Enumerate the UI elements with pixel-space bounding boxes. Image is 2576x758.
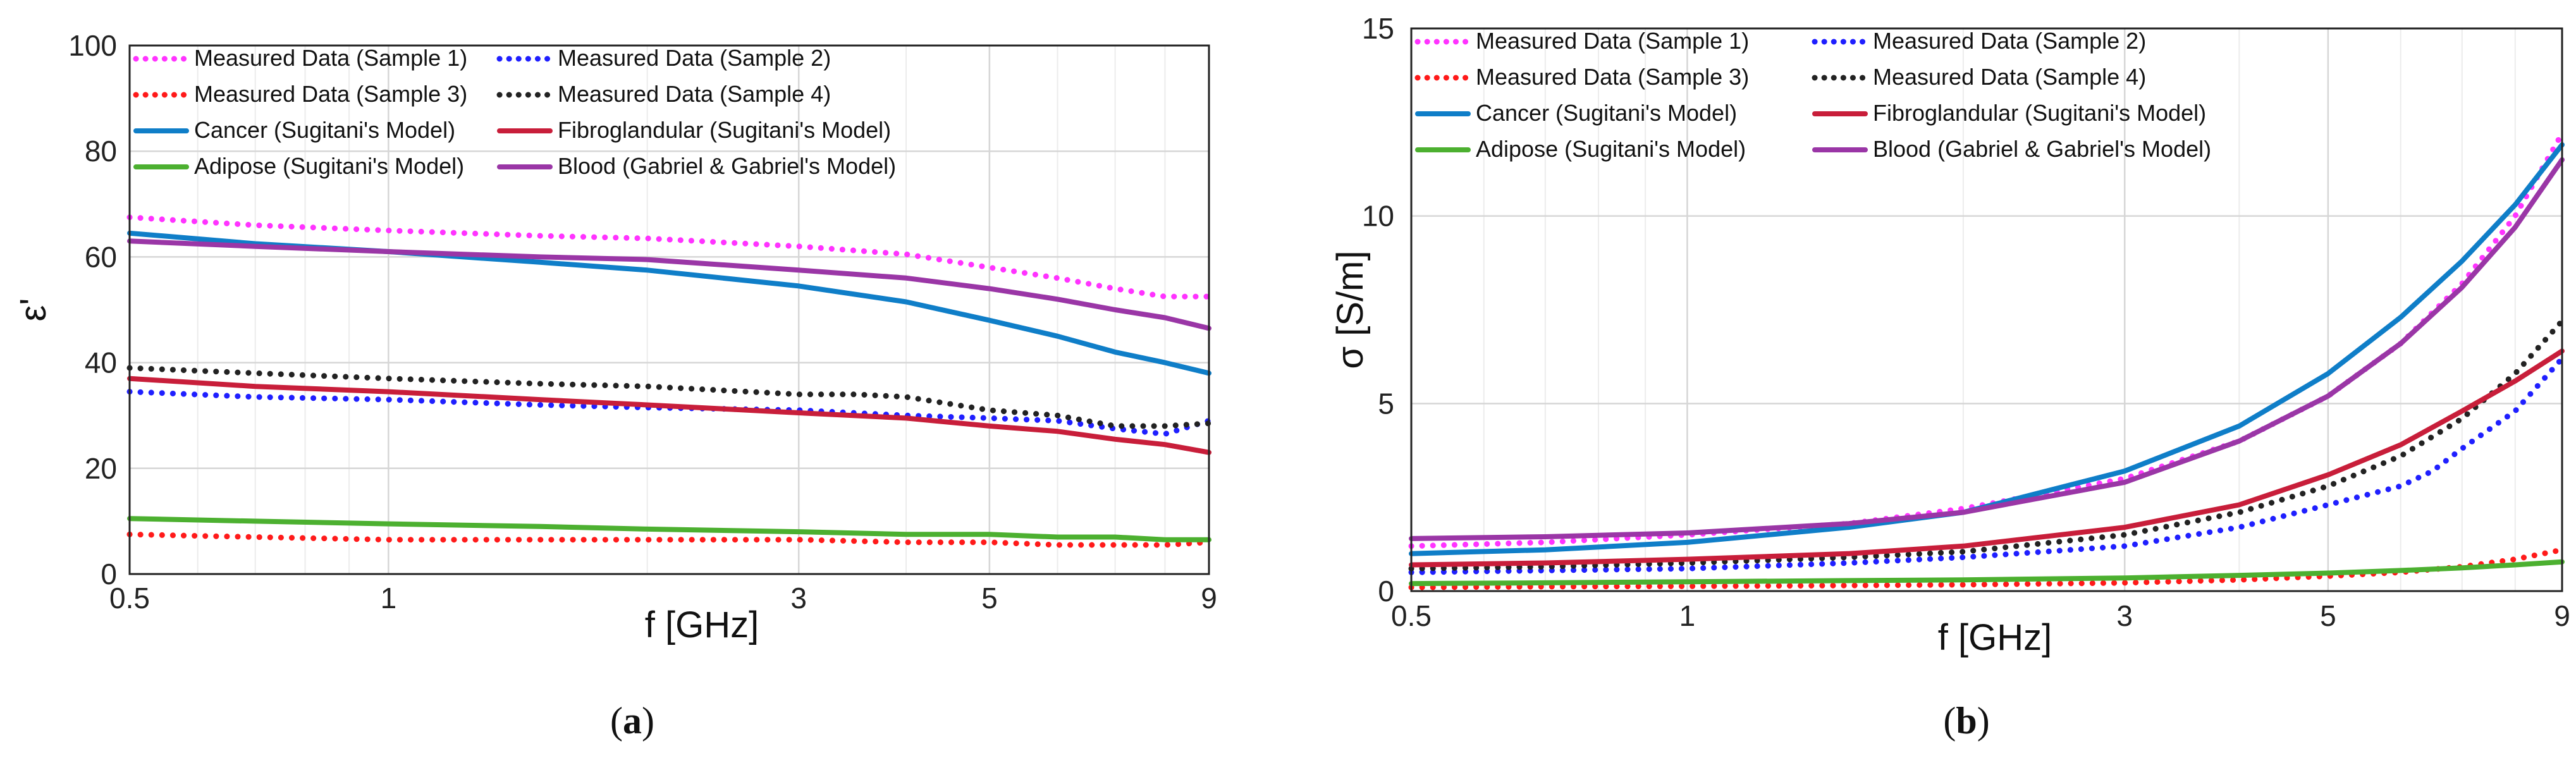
x-tick-label: 5: [2320, 599, 2336, 632]
series-line-5: [1409, 142, 2565, 556]
caption-b: (b): [1943, 700, 1989, 742]
y-tick-label: 0: [101, 558, 117, 590]
caption-a: (a): [610, 700, 654, 742]
legend-entry: Measured Data (Sample 1): [194, 45, 467, 71]
y-tick-label: 100: [68, 29, 117, 62]
x-tick-label: 3: [790, 582, 807, 614]
y-tick-label: 20: [85, 452, 117, 485]
series-line-1: [1408, 130, 2565, 549]
legend-entry: Adipose (Sugitani's Model): [194, 153, 464, 179]
legend-entry: Measured Data (Sample 3): [194, 81, 467, 107]
y-tick-label: 15: [1362, 12, 1394, 45]
series-line-7: [1409, 559, 2565, 587]
x-tick-label: 9: [1201, 582, 1217, 614]
x-tick-label: 0.5: [109, 582, 150, 614]
series-line-5: [127, 230, 1211, 376]
y-tick-label: 5: [1378, 387, 1394, 420]
series-line-4: [126, 365, 1212, 429]
y-tick-label: 10: [1362, 200, 1394, 233]
legend-entry: Measured Data (Sample 4): [1873, 64, 2146, 90]
x-tick-label: 1: [1679, 599, 1696, 632]
series-line-8: [127, 238, 1211, 331]
legend-entry: Fibroglandular (Sugitani's Model): [558, 117, 891, 143]
legend-entry: Blood (Gabriel & Gabriel's Model): [558, 153, 896, 179]
series-line-8: [1409, 157, 2565, 541]
y-axis-label: σ [S/m]: [1330, 250, 1371, 369]
x-tick-label: 5: [981, 582, 998, 614]
chart-panel-a: 0.5 1 3 5 9 0 20 40 60 80 100 f [GHz] ε' Measured Dat…: [13, 29, 1217, 645]
plot-frame: [128, 44, 1210, 575]
series-line-6: [127, 376, 1211, 455]
x-tick-label: 1: [381, 582, 397, 614]
series-line-2: [126, 389, 1212, 437]
legend-entry: Measured Data (Sample 3): [1476, 64, 1749, 90]
legend-entry: Blood (Gabriel & Gabriel's Model): [1873, 136, 2211, 162]
series-line-6: [1409, 348, 2565, 568]
series-line-7: [127, 516, 1211, 542]
legend-entry: Measured Data (Sample 1): [1476, 28, 1749, 54]
legend-entry: Measured Data (Sample 4): [558, 81, 831, 107]
series-line-1: [126, 214, 1212, 300]
legend-entry: Adipose (Sugitani's Model): [1476, 136, 1746, 162]
chart-panel-b: 0.5 1 3 5 9 0 5 10 15 f [GHz] σ [S/m] Measured Data…: [1330, 12, 2570, 658]
y-tick-label: 40: [85, 346, 117, 379]
legend-entry: Cancer (Sugitani's Model): [1476, 100, 1737, 126]
legend-entry: Measured Data (Sample 2): [558, 45, 831, 71]
series-line-3: [126, 531, 1212, 548]
x-tick-label: 3: [2116, 599, 2133, 632]
x-tick-label: 0.5: [1391, 599, 1432, 632]
series-line-2: [1408, 355, 2565, 575]
y-axis-label: ε': [13, 298, 54, 322]
y-tick-label: 0: [1378, 575, 1394, 608]
x-tick-label: 9: [2554, 599, 2570, 632]
legend-entry: Measured Data (Sample 2): [1873, 28, 2146, 54]
x-axis-label: f [GHz]: [1938, 617, 2052, 658]
legend-entry: Fibroglandular (Sugitani's Model): [1873, 100, 2206, 126]
legend-entry: Cancer (Sugitani's Model): [194, 117, 455, 143]
x-axis-label: f [GHz]: [645, 604, 759, 645]
series-line-4: [1408, 318, 2565, 572]
y-tick-label: 60: [85, 240, 117, 273]
plot-frame: [1410, 27, 2563, 592]
y-tick-label: 80: [85, 135, 117, 168]
